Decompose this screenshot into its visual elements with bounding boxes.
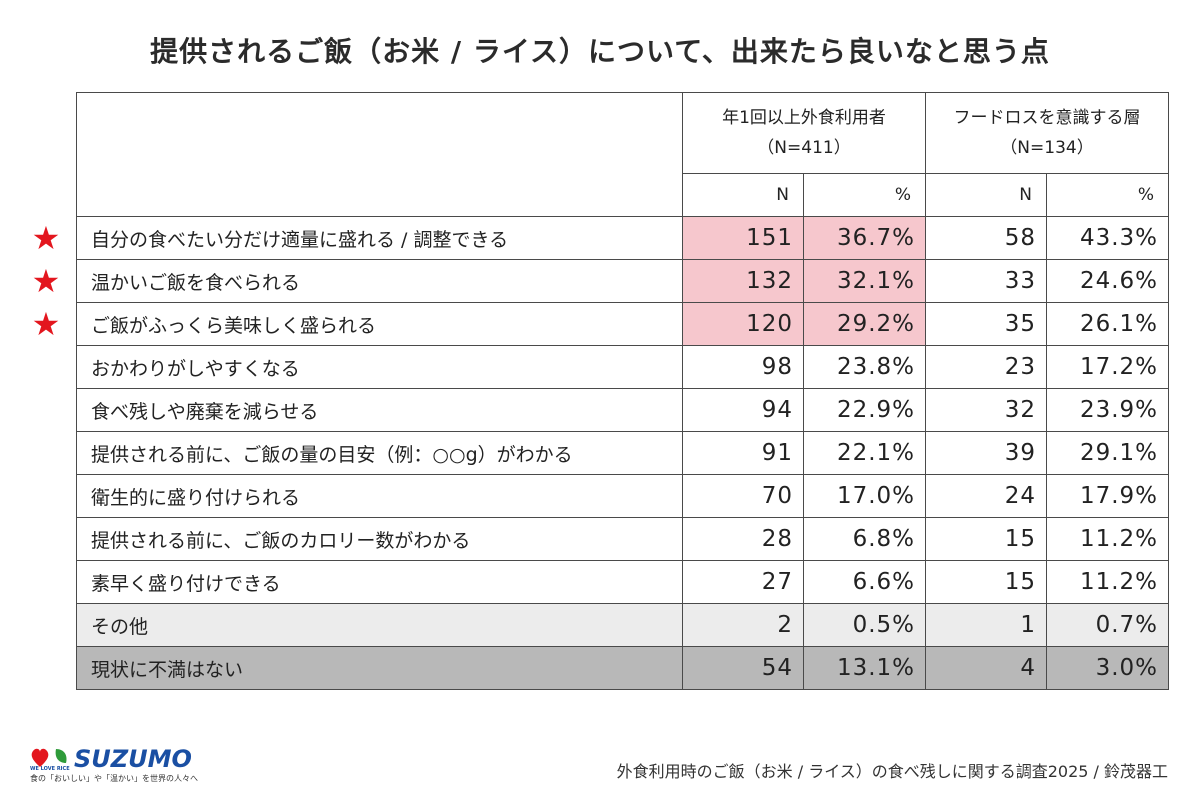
- row-label: ご飯がふっくら美味しく盛られる: [76, 302, 683, 346]
- cell-foodloss-n: 15: [925, 560, 1048, 604]
- cell-foodloss-pct: 26.1%: [1046, 302, 1170, 346]
- cell-foodloss-pct: 29.1%: [1046, 431, 1170, 475]
- row-label: 素早く盛り付けできる: [76, 560, 683, 604]
- col-header-n: N: [925, 173, 1048, 217]
- cell-foodloss-n: 24: [925, 474, 1048, 518]
- cell-foodloss-pct: 11.2%: [1046, 560, 1170, 604]
- table-row: 自分の食べたい分だけ適量に盛れる / 調整できる 151 36.7% 58 43.3%: [76, 216, 1170, 260]
- cell-foodloss-pct: 43.3%: [1046, 216, 1170, 260]
- table-row: 素早く盛り付けできる 27 6.6% 15 11.2%: [76, 560, 1170, 604]
- cell-diners-pct: 0.5%: [802, 603, 927, 647]
- group-header-foodloss: フードロスを意識する層 （N=134）: [925, 92, 1170, 174]
- survey-table: 年1回以上外食利用者 （N=411） フードロスを意識する層 （N=134） N…: [76, 92, 1170, 690]
- cell-foodloss-n: 32: [925, 388, 1048, 432]
- table-row: ご飯がふっくら美味しく盛られる 120 29.2% 35 26.1%: [76, 302, 1170, 346]
- row-label: 食べ残しや廃棄を減らせる: [76, 388, 683, 432]
- group-header-diners-sample: （N=411）: [757, 138, 851, 158]
- col-header-n: N: [682, 173, 804, 217]
- cell-foodloss-pct: 3.0%: [1046, 646, 1170, 690]
- table-row: 現状に不満はない 54 13.1% 4 3.0%: [76, 646, 1170, 690]
- label-header-cell: [76, 92, 683, 217]
- star-icon: ★: [31, 219, 61, 257]
- table-row: 提供される前に、ご飯の量の目安（例：○○g）がわかる 91 22.1% 39 29.1%: [76, 431, 1170, 475]
- cell-foodloss-pct: 0.7%: [1046, 603, 1170, 647]
- cell-foodloss-n: 4: [925, 646, 1048, 690]
- cell-diners-pct: 32.1%: [802, 259, 927, 303]
- cell-foodloss-n: 39: [925, 431, 1048, 475]
- row-label: 現状に不満はない: [76, 646, 683, 690]
- col-header-pct: %: [802, 173, 927, 217]
- cell-diners-n: 2: [682, 603, 804, 647]
- source-footer: 外食利用時のご飯（お米 / ライス）の食べ残しに関する調査2025 / 鈴茂器工: [616, 762, 1168, 781]
- cell-foodloss-n: 35: [925, 302, 1048, 346]
- row-label: 提供される前に、ご飯の量の目安（例：○○g）がわかる: [76, 431, 683, 475]
- cell-diners-n: 70: [682, 474, 804, 518]
- cell-diners-n: 120: [682, 302, 804, 346]
- cell-foodloss-pct: 23.9%: [1046, 388, 1170, 432]
- group-header-foodloss-sample: （N=134）: [1000, 138, 1094, 158]
- row-label: おかわりがしやすくなる: [76, 345, 683, 389]
- star-icon: ★: [31, 262, 61, 300]
- brand-tagline: 食の「おいしい」や「温かい」を世界の人々へ: [30, 774, 198, 783]
- cell-diners-pct: 29.2%: [802, 302, 927, 346]
- cell-diners-pct: 17.0%: [802, 474, 927, 518]
- cell-diners-pct: 6.6%: [802, 560, 927, 604]
- row-label: 提供される前に、ご飯のカロリー数がわかる: [76, 517, 683, 561]
- cell-foodloss-n: 15: [925, 517, 1048, 561]
- table-body: 自分の食べたい分だけ適量に盛れる / 調整できる 151 36.7% 58 43.3% 温…: [76, 216, 1170, 690]
- cell-diners-pct: 13.1%: [802, 646, 927, 690]
- table-row: おかわりがしやすくなる 98 23.8% 23 17.2%: [76, 345, 1170, 389]
- group-header-diners-name: 年1回以上外食利用者: [722, 108, 886, 128]
- cell-diners-pct: 22.1%: [802, 431, 927, 475]
- cell-diners-n: 28: [682, 517, 804, 561]
- row-label: その他: [76, 603, 683, 647]
- row-label: 衛生的に盛り付けられる: [76, 474, 683, 518]
- group-header-foodloss-name: フードロスを意識する層: [953, 108, 1141, 128]
- cell-diners-pct: 23.8%: [802, 345, 927, 389]
- cell-foodloss-pct: 24.6%: [1046, 259, 1170, 303]
- cell-diners-n: 132: [682, 259, 804, 303]
- cell-diners-pct: 36.7%: [802, 216, 927, 260]
- cell-foodloss-n: 33: [925, 259, 1048, 303]
- row-label: 温かいご飯を食べられる: [76, 259, 683, 303]
- cell-foodloss-n: 58: [925, 216, 1048, 260]
- heart-icon: [31, 748, 67, 767]
- brand-name: SUZUMO: [74, 745, 192, 773]
- cell-diners-pct: 22.9%: [802, 388, 927, 432]
- table-row: 提供される前に、ご飯のカロリー数がわかる 28 6.8% 15 11.2%: [76, 517, 1170, 561]
- table-row: 食べ残しや廃棄を減らせる 94 22.9% 32 23.9%: [76, 388, 1170, 432]
- cell-foodloss-pct: 17.9%: [1046, 474, 1170, 518]
- cell-diners-n: 151: [682, 216, 804, 260]
- cell-foodloss-n: 1: [925, 603, 1048, 647]
- cell-diners-n: 91: [682, 431, 804, 475]
- cell-diners-pct: 6.8%: [802, 517, 927, 561]
- star-icon: ★: [31, 305, 61, 343]
- cell-diners-n: 27: [682, 560, 804, 604]
- cell-foodloss-pct: 11.2%: [1046, 517, 1170, 561]
- table-row: 衛生的に盛り付けられる 70 17.0% 24 17.9%: [76, 474, 1170, 518]
- cell-diners-n: 54: [682, 646, 804, 690]
- group-header-diners: 年1回以上外食利用者 （N=411）: [681, 92, 927, 174]
- cell-diners-n: 94: [682, 388, 804, 432]
- page-title: 提供されるご飯（お米 / ライス）について、出来たら良いなと思う点: [150, 35, 1050, 68]
- cell-foodloss-pct: 17.2%: [1046, 345, 1170, 389]
- brand-slogan: WE LOVE RICE: [30, 766, 70, 772]
- cell-diners-n: 98: [682, 345, 804, 389]
- table-row: 温かいご飯を食べられる 132 32.1% 33 24.6%: [76, 259, 1170, 303]
- col-header-pct: %: [1046, 173, 1170, 217]
- suzumo-logo: SUZUMO WE LOVE RICE 食の「おいしい」や「温かい」を世界の人々…: [30, 745, 200, 790]
- table-row: その他 2 0.5% 1 0.7%: [76, 603, 1170, 647]
- row-label: 自分の食べたい分だけ適量に盛れる / 調整できる: [76, 216, 683, 260]
- cell-foodloss-n: 23: [925, 345, 1048, 389]
